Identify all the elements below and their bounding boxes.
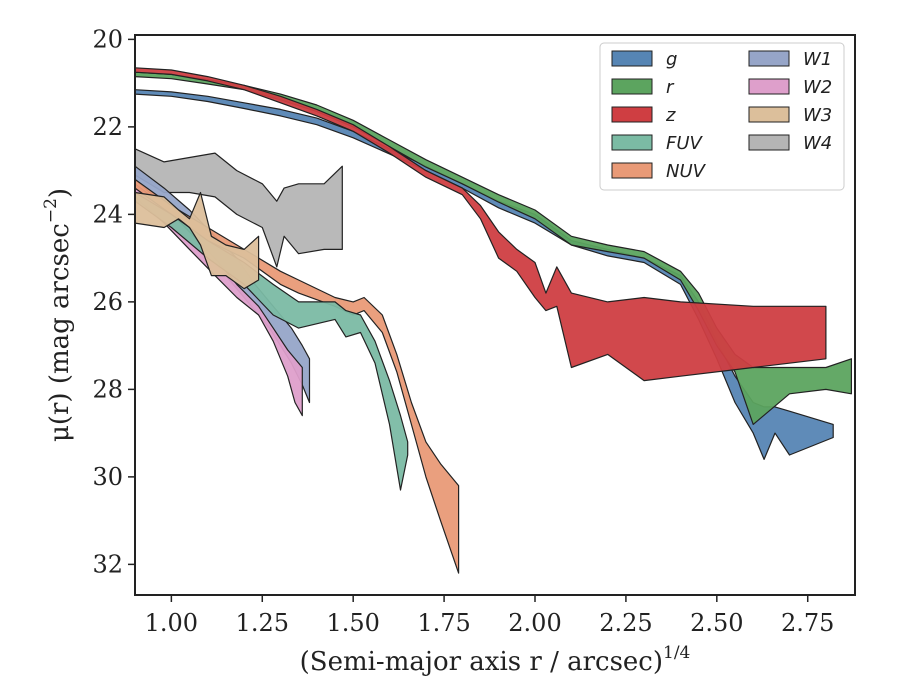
- legend-label-nuv: NUV: [666, 161, 707, 182]
- series-band-nuv: [134, 178, 460, 574]
- x-axis-title-main: (Semi-major axis r / arcsec): [300, 647, 663, 677]
- x-tick-label: 1.00: [145, 609, 198, 637]
- series-layer: [134, 67, 852, 574]
- y-tick-label: 24: [92, 200, 123, 228]
- x-tick-label: 1.25: [236, 609, 289, 637]
- legend-swatch-fuv: [611, 134, 653, 151]
- series-band-w4: [134, 148, 343, 268]
- y-tick-label: 28: [92, 375, 123, 403]
- legend: grz FUV NUV W1 W2 W3 W4: [599, 42, 845, 191]
- y-tick-label: 22: [92, 113, 123, 141]
- legend-label-w3: W3: [803, 105, 832, 126]
- x-tick-label: 2.50: [690, 609, 743, 637]
- legend-label-z: z: [665, 105, 676, 126]
- y-axis-title-main: μ(r) (mag arcsec: [45, 223, 75, 442]
- x-axis-title-exponent: 1/4: [663, 643, 690, 663]
- y-tick-label: 32: [92, 550, 123, 578]
- legend-swatch-w2: [748, 78, 790, 95]
- x-tick-label: 2.00: [508, 609, 561, 637]
- y-axis-title-close: ): [45, 188, 75, 198]
- y-axis-title-exponent: −2: [41, 198, 61, 223]
- legend-swatch-w1: [748, 50, 790, 67]
- series-band-z: [134, 67, 827, 382]
- y-axis-title: μ(r) (mag arcsec−2): [41, 188, 75, 442]
- legend-label-g: g: [666, 49, 677, 70]
- legend-swatch-w4: [748, 134, 790, 151]
- legend-label-w2: W2: [803, 77, 832, 98]
- x-axis-title: (Semi-major axis r / arcsec)1/4: [300, 643, 691, 677]
- legend-label-w1: W1: [803, 49, 832, 70]
- legend-label-fuv: FUV: [666, 133, 704, 154]
- x-tick-label: 1.75: [417, 609, 470, 637]
- x-tick-label: 2.75: [781, 609, 834, 637]
- x-tick-label: 2.25: [599, 609, 652, 637]
- x-tick-label: 1.50: [326, 609, 379, 637]
- legend-swatch-g: [611, 50, 653, 67]
- y-tick-label: 26: [92, 288, 123, 316]
- legend-swatch-w3: [748, 106, 790, 123]
- legend-label-r: r: [666, 77, 675, 98]
- y-tick-label: 20: [92, 25, 123, 53]
- series-band-fuv: [134, 191, 409, 491]
- legend-swatch-z: [611, 106, 653, 123]
- ticks-layer: 1.00 1.25 1.50 1.75 2.00 2.25 2.50 2.75 20 22 24 26…: [92, 25, 834, 637]
- series-band-w3: [134, 191, 260, 290]
- y-tick-label: 30: [92, 463, 123, 491]
- legend-label-w4: W4: [803, 133, 832, 154]
- legend-swatch-r: [611, 78, 653, 95]
- plot-frame: [134, 34, 856, 596]
- legend-swatch-nuv: [611, 162, 653, 179]
